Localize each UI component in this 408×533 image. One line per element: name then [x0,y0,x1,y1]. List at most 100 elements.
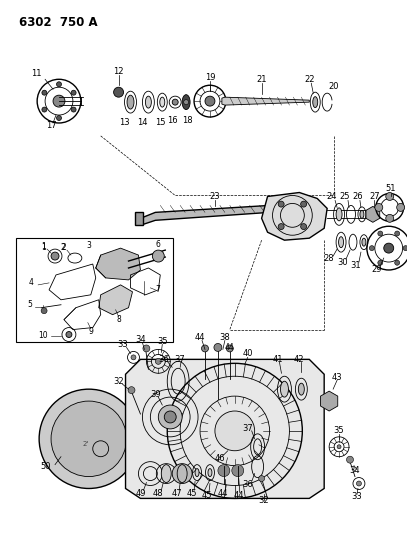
Text: 28: 28 [324,254,335,263]
Circle shape [395,260,400,265]
Text: 32: 32 [113,377,124,386]
Text: 29: 29 [372,265,382,274]
Polygon shape [366,206,380,222]
Text: 42: 42 [294,355,305,364]
Text: 2': 2' [83,441,89,447]
Bar [16,238,173,343]
Text: 1: 1 [41,243,45,252]
Text: 12: 12 [113,67,124,76]
Circle shape [42,107,47,112]
Circle shape [378,231,383,236]
Ellipse shape [298,383,304,395]
Ellipse shape [362,238,366,246]
Text: 15: 15 [155,118,166,127]
Circle shape [113,87,124,97]
Circle shape [301,224,306,230]
Text: 26: 26 [353,192,363,201]
Circle shape [164,411,176,423]
Circle shape [128,386,135,394]
Circle shape [57,116,62,120]
Text: 18: 18 [182,116,193,125]
Text: 9: 9 [89,327,93,336]
Text: 32: 32 [258,496,269,505]
Bar [135,212,144,225]
Text: 6302  750 A: 6302 750 A [19,15,98,29]
Text: 50: 50 [41,462,51,471]
Text: 44: 44 [195,333,205,342]
Text: 25: 25 [340,192,350,201]
Text: 4: 4 [29,278,33,287]
Circle shape [259,475,264,481]
Circle shape [226,345,233,352]
Text: 33: 33 [117,340,128,349]
Text: 36: 36 [158,355,169,364]
Circle shape [51,252,59,260]
Circle shape [395,231,400,236]
Circle shape [131,355,136,360]
Text: 23: 23 [210,192,220,201]
Ellipse shape [208,469,212,477]
Text: 5: 5 [28,300,33,309]
Circle shape [172,99,178,105]
Text: 40: 40 [242,349,253,358]
Circle shape [403,246,408,251]
Text: 11: 11 [31,69,41,78]
Text: 16: 16 [167,116,177,125]
Text: 6: 6 [156,240,161,249]
Text: 27: 27 [370,192,380,201]
Circle shape [51,401,126,477]
Polygon shape [262,192,327,240]
Text: 17: 17 [46,122,56,131]
Polygon shape [222,97,309,105]
Text: 43: 43 [332,373,342,382]
Circle shape [71,107,76,112]
Circle shape [301,201,306,207]
Circle shape [357,481,361,486]
Text: 3: 3 [86,240,91,249]
Text: 37: 37 [242,424,253,433]
Text: 35: 35 [157,337,168,346]
Text: 33: 33 [352,492,362,501]
Polygon shape [140,205,270,225]
Ellipse shape [182,95,190,110]
Text: 37: 37 [175,355,186,364]
Circle shape [337,445,341,449]
Circle shape [184,100,188,104]
Circle shape [375,204,383,212]
Text: 13: 13 [119,118,130,127]
Ellipse shape [160,97,165,107]
Text: 20: 20 [329,82,339,91]
Text: 14: 14 [137,118,148,127]
Text: 35: 35 [334,426,344,435]
Ellipse shape [336,208,342,221]
Circle shape [53,95,65,107]
Polygon shape [321,391,338,411]
Text: 24: 24 [327,192,337,201]
Circle shape [205,96,215,106]
Text: 2: 2 [62,243,67,252]
Circle shape [369,246,374,251]
Circle shape [143,345,150,352]
Text: 41: 41 [272,355,283,364]
Text: 19: 19 [205,73,215,82]
Circle shape [66,332,72,337]
Text: 44: 44 [233,491,244,500]
Circle shape [397,204,405,212]
Ellipse shape [195,469,199,477]
Text: 45: 45 [187,489,197,498]
Circle shape [158,405,182,429]
Text: 51: 51 [386,184,396,193]
Text: 46: 46 [215,454,225,463]
Circle shape [57,82,62,87]
Circle shape [218,465,230,477]
Circle shape [202,345,208,352]
Circle shape [386,214,394,222]
Circle shape [214,343,222,351]
Text: 22: 22 [304,75,315,84]
Circle shape [152,250,164,262]
Ellipse shape [280,381,288,397]
Circle shape [42,90,47,95]
Polygon shape [99,285,133,314]
Ellipse shape [339,237,344,248]
Text: 31: 31 [350,261,361,270]
